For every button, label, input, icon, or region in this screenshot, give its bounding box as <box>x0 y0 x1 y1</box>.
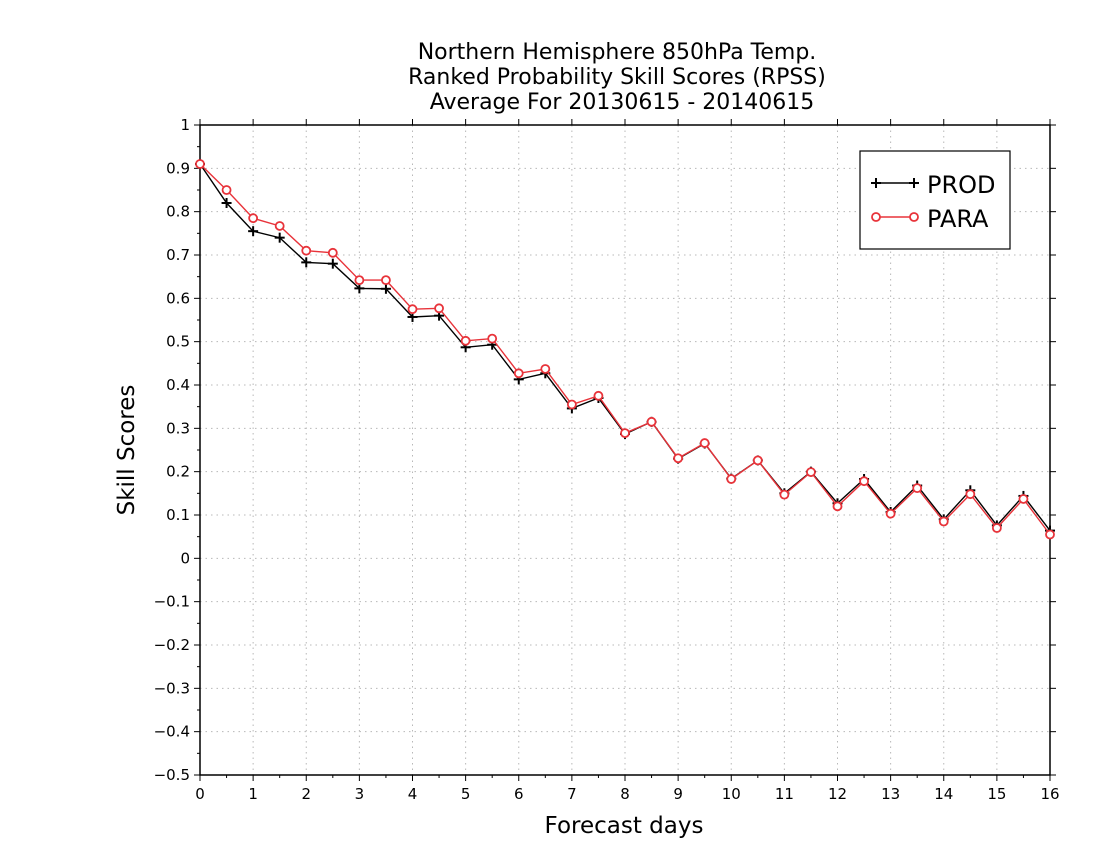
series-para-point <box>726 474 737 484</box>
series-para-point <box>327 247 338 258</box>
series-para-point <box>593 390 604 401</box>
x-tick-label: 15 <box>987 785 1006 803</box>
series-para-point <box>460 335 471 346</box>
x-tick-label: 14 <box>934 785 953 803</box>
x-tick-label: 7 <box>567 785 577 803</box>
chart-title-line-2: Ranked Probability Skill Scores (RPSS) <box>408 65 826 90</box>
y-tick-label: 0.8 <box>166 203 190 221</box>
y-tick-label: −0.1 <box>154 593 190 611</box>
series-prod-point <box>327 258 338 269</box>
series-para-point <box>991 523 1002 533</box>
series-para-point <box>566 399 577 410</box>
x-tick-label: 3 <box>355 785 365 803</box>
y-tick-label: 1 <box>180 116 190 134</box>
y-tick-label: −0.5 <box>154 766 190 784</box>
series-para <box>195 159 1055 540</box>
series-prod-point <box>248 226 259 237</box>
y-tick-label: 0.7 <box>166 246 190 264</box>
y-tick-label: 0.6 <box>166 289 190 307</box>
legend-para-swatch-marker-right <box>909 212 919 222</box>
series-para-point <box>301 245 312 256</box>
series-para-point <box>407 304 418 315</box>
series-para-point <box>513 368 524 379</box>
series-para-point <box>806 467 816 478</box>
y-tick-label: 0 <box>180 549 190 567</box>
series-lines <box>195 159 1055 540</box>
y-axis-label: Skill Scores <box>114 385 140 516</box>
series-para-point <box>274 221 285 231</box>
y-tick-label: −0.2 <box>154 636 190 654</box>
series-para-point <box>1045 529 1055 540</box>
series-para-point <box>912 483 923 494</box>
x-tick-label: 8 <box>620 785 630 803</box>
y-tick-label: 0.1 <box>166 506 190 524</box>
x-tick-label: 2 <box>301 785 311 803</box>
y-tick-label: −0.4 <box>154 723 190 741</box>
y-tick-label: 0.3 <box>166 419 190 437</box>
series-para-point <box>195 159 205 169</box>
series-para-point <box>248 213 259 224</box>
x-tick-label: 1 <box>248 785 258 803</box>
legend-prod-label: PROD <box>927 171 996 199</box>
y-tick-label: 0.2 <box>166 463 190 481</box>
x-tick-label: 4 <box>408 785 418 803</box>
legend-para-swatch <box>871 212 919 222</box>
series-prod-point <box>301 257 312 268</box>
legend-para-swatch-marker-left <box>871 212 881 222</box>
x-tick-label: 11 <box>775 785 794 803</box>
legend-para-label: PARA <box>927 205 989 233</box>
series-para-point <box>646 416 657 427</box>
series-para-point <box>434 303 444 314</box>
x-tick-label: 5 <box>461 785 471 803</box>
legend-prod-swatch-marker-right <box>909 178 919 188</box>
x-tick-label: 16 <box>1040 785 1059 803</box>
series-para-point <box>859 476 869 487</box>
series-prod-point <box>380 283 391 294</box>
x-tick-label: 9 <box>673 785 683 803</box>
series-para-point <box>832 501 843 512</box>
legend: PROD PARA <box>859 150 1011 250</box>
x-tick-label: 12 <box>828 785 847 803</box>
legend-prod-swatch-marker-left <box>871 178 881 188</box>
series-para-point <box>354 275 365 286</box>
series-para-point <box>779 489 790 500</box>
series-para-point <box>620 428 630 439</box>
series-para-point <box>965 489 976 500</box>
series-para-point <box>381 275 391 286</box>
series-para-point <box>487 333 498 344</box>
legend-prod-swatch <box>871 178 919 188</box>
series-para-point <box>673 453 684 464</box>
series-para-point <box>699 438 710 448</box>
series-para-point <box>938 516 949 527</box>
chart-title-line-1: Northern Hemisphere 850hPa Temp. <box>418 40 817 65</box>
x-tick-label: 13 <box>881 785 900 803</box>
x-axis-label: Forecast days <box>545 813 704 839</box>
x-tick-label: 0 <box>195 785 205 803</box>
series-para-point <box>540 364 551 374</box>
y-tick-label: 0.5 <box>166 333 190 351</box>
y-tick-label: 0.4 <box>166 376 190 394</box>
y-tick-label: −0.3 <box>154 679 190 697</box>
series-prod-point <box>274 232 285 243</box>
series-para-point <box>885 508 896 519</box>
grid <box>200 125 1050 775</box>
series-para-point <box>752 455 763 466</box>
y-tick-label: 0.9 <box>166 159 190 177</box>
axis-ticks: −0.5 −0.4 −0.3 −0.2 −0.1 0 0.1 0.2 0.3 0.4 0.5 0.6 0… <box>154 116 1060 803</box>
series-prod-point <box>221 198 232 208</box>
chart-title-line-3: Average For 20130615 - 20140615 <box>430 90 815 115</box>
series-para-point <box>1018 494 1029 504</box>
x-tick-label: 10 <box>722 785 741 803</box>
x-tick-label: 6 <box>514 785 524 803</box>
legend-box <box>859 150 1011 250</box>
series-para-point <box>221 185 232 195</box>
